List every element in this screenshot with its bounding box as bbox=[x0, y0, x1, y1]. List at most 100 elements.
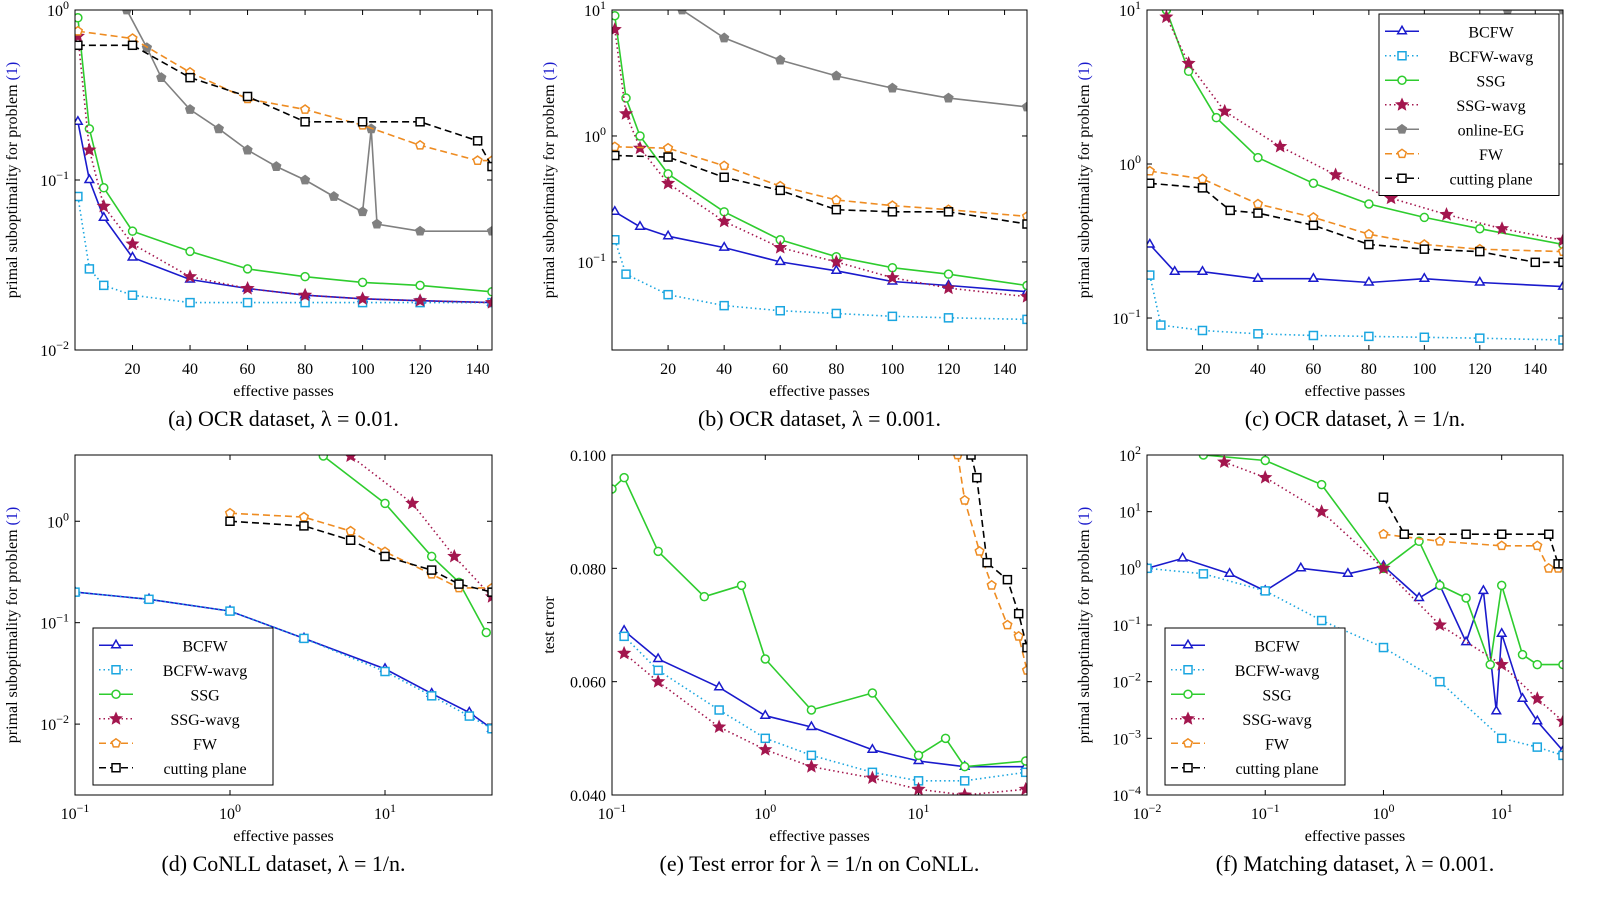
marker bbox=[299, 521, 309, 531]
tick-exponent: −4 bbox=[1128, 783, 1141, 797]
marker bbox=[1308, 211, 1319, 222]
y-tick-label: 10−1 bbox=[40, 611, 69, 633]
y-axis-label: primal suboptimality for problem (1) bbox=[541, 62, 558, 298]
marker bbox=[1461, 529, 1471, 539]
marker bbox=[1532, 540, 1543, 551]
marker bbox=[1397, 173, 1407, 183]
marker bbox=[1260, 586, 1270, 596]
series-line bbox=[350, 455, 492, 598]
marker bbox=[84, 264, 95, 274]
marker bbox=[125, 236, 140, 251]
tick-exponent: −2 bbox=[1128, 670, 1141, 684]
marker bbox=[1020, 767, 1027, 778]
marker bbox=[481, 627, 492, 638]
marker bbox=[677, 10, 687, 15]
marker bbox=[1496, 580, 1507, 591]
marker bbox=[759, 709, 771, 719]
marker bbox=[1198, 455, 1209, 460]
y-tick-label: 101 bbox=[1119, 500, 1141, 522]
marker bbox=[426, 565, 437, 575]
caption: (e) Test error for λ = 1/n on CoNLL. bbox=[660, 851, 980, 876]
marker bbox=[413, 293, 428, 307]
x-tick-label: 100 bbox=[754, 801, 776, 823]
marker bbox=[486, 225, 492, 236]
marker bbox=[1558, 750, 1563, 761]
marker bbox=[328, 191, 339, 201]
marker bbox=[943, 207, 954, 217]
y-tick-label: 100 bbox=[1119, 152, 1141, 174]
marker bbox=[1225, 205, 1235, 216]
x-tick-label: 100 bbox=[351, 361, 375, 378]
marker bbox=[1013, 608, 1024, 619]
marker bbox=[712, 719, 727, 733]
marker bbox=[1419, 244, 1430, 254]
marker bbox=[126, 250, 139, 261]
x-tick-label: 10−2 bbox=[1133, 801, 1162, 823]
marker bbox=[1532, 742, 1543, 752]
tick-exponent: −2 bbox=[56, 338, 69, 352]
tick-exponent: −1 bbox=[1128, 613, 1141, 627]
series-line bbox=[77, 30, 492, 162]
marker bbox=[612, 235, 620, 245]
marker bbox=[1211, 112, 1222, 123]
legend-label: FW bbox=[193, 736, 218, 753]
x-tick-label: 80 bbox=[828, 361, 844, 378]
marker bbox=[345, 535, 356, 545]
marker bbox=[472, 155, 483, 166]
marker bbox=[472, 136, 483, 146]
marker bbox=[1022, 219, 1027, 229]
tick-exponent: −1 bbox=[1128, 306, 1141, 320]
marker bbox=[355, 291, 370, 305]
legend-label: BCFW bbox=[1254, 638, 1300, 655]
marker bbox=[974, 545, 985, 556]
marker bbox=[300, 297, 310, 308]
series-line bbox=[77, 17, 492, 293]
y-axis-label: test error bbox=[541, 596, 558, 654]
tick-exponent: −3 bbox=[1128, 726, 1141, 740]
x-tick-label: 140 bbox=[993, 361, 1017, 378]
marker bbox=[447, 548, 462, 563]
x-tick-label: 120 bbox=[1468, 361, 1492, 378]
marker bbox=[865, 770, 880, 784]
marker bbox=[867, 688, 878, 698]
marker bbox=[464, 711, 475, 721]
y-tick-label: 0.060 bbox=[570, 675, 606, 692]
marker bbox=[156, 72, 167, 83]
marker bbox=[887, 82, 898, 93]
tick-exponent: −1 bbox=[614, 801, 627, 815]
marker bbox=[99, 183, 109, 193]
marker bbox=[619, 631, 629, 642]
marker bbox=[1432, 617, 1447, 631]
marker bbox=[1156, 320, 1166, 330]
marker bbox=[943, 313, 954, 323]
marker bbox=[1197, 173, 1208, 184]
marker bbox=[75, 25, 84, 36]
tick-exponent: 2 bbox=[1135, 443, 1141, 457]
series-line bbox=[1149, 170, 1563, 253]
marker bbox=[1558, 10, 1563, 15]
marker bbox=[111, 689, 121, 699]
marker bbox=[1342, 567, 1354, 578]
y-tick-label: 10−1 bbox=[1112, 306, 1141, 328]
marker bbox=[1252, 198, 1264, 209]
y-axis-label-text: primal suboptimality for problem bbox=[1076, 84, 1093, 298]
marker bbox=[1147, 165, 1155, 176]
y-tick-label: 10−2 bbox=[1112, 670, 1141, 692]
marker bbox=[1435, 580, 1445, 591]
legend-label: SSG bbox=[190, 687, 220, 704]
marker bbox=[885, 270, 900, 284]
subplot: 10−2 10−1 100 20 40 60 80 100 120 140 effective pa… bbox=[4, 0, 493, 431]
marker bbox=[318, 455, 329, 461]
y-tick-label: 0.100 bbox=[570, 448, 606, 465]
tick-exponent: 0 bbox=[1388, 801, 1394, 815]
marker bbox=[911, 781, 926, 795]
series-line bbox=[681, 10, 1027, 108]
marker bbox=[127, 226, 138, 236]
marker bbox=[1002, 574, 1013, 585]
marker bbox=[913, 750, 924, 761]
marker bbox=[1308, 178, 1319, 189]
plot-frame bbox=[1146, 9, 1564, 351]
marker bbox=[1019, 289, 1027, 303]
marker bbox=[1397, 51, 1407, 61]
